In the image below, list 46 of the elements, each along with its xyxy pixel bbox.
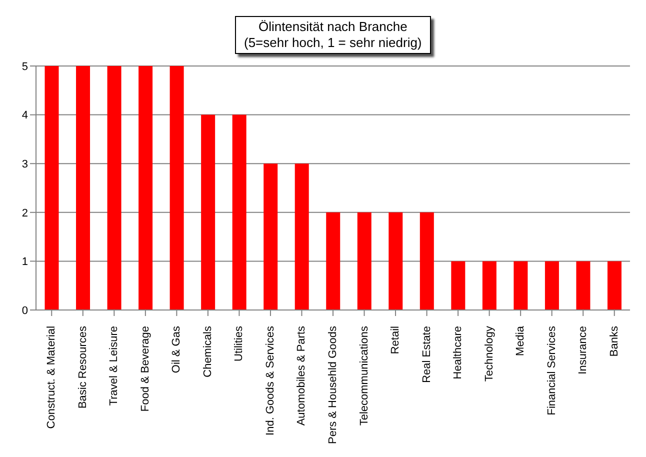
y-tick-label: 0 [22,304,28,317]
x-tick-label: Construct. & Material [46,326,58,429]
x-tick-label: Automobiles & Parts [296,326,308,426]
x-tick-label: Technology [483,326,496,382]
y-tick-label: 5 [22,60,28,73]
bar [201,114,216,310]
y-tick-label: 2 [22,207,28,220]
x-tick-label: Chemicals [202,326,214,378]
bar [294,164,309,310]
bar [357,212,372,310]
bar [607,261,622,310]
y-tick-label: 4 [22,110,28,122]
bar [544,261,559,310]
x-tick-label: Banks [608,326,620,357]
bar [420,212,434,310]
x-tick-label: Retail [390,326,402,354]
y-tick-label: 3 [22,158,28,171]
x-tick-label: Telecommunications [358,326,370,426]
bar [107,66,122,310]
x-tick-label: Utilities [233,326,246,362]
bar [170,66,184,310]
bar [76,66,90,310]
chart-title: Ölintensität nach Branche [257,19,408,35]
x-tick-label: Insurance [577,326,590,374]
bar [576,261,590,310]
x-tick-label: Financial Services [546,326,558,416]
bar [138,66,153,310]
x-tick-label: Basic Resources [76,326,89,409]
bar [451,261,466,310]
bar [232,114,246,310]
bar [44,66,59,310]
x-tick-label: Healthcare [452,326,464,380]
bar [482,261,496,310]
x-tick-label: Food & Beverage [139,326,152,412]
bar [264,164,278,310]
x-tick-label: Travel & Leisure [108,326,120,406]
x-tick-label: Pers & Househld Goods [327,326,339,444]
x-tick-label: Oil & Gas [170,326,183,374]
bar [388,212,403,310]
x-tick-label: Media [514,325,527,356]
bar [514,261,528,310]
y-tick-label: 1 [22,256,28,268]
x-tick-label: Real Estate [420,326,433,383]
bar [326,212,340,310]
x-tick-label: Ind. Goods & Services [264,326,276,436]
chart-subtitle: (5=sehr hoch, 1 = sehr niedrig) [244,35,422,51]
